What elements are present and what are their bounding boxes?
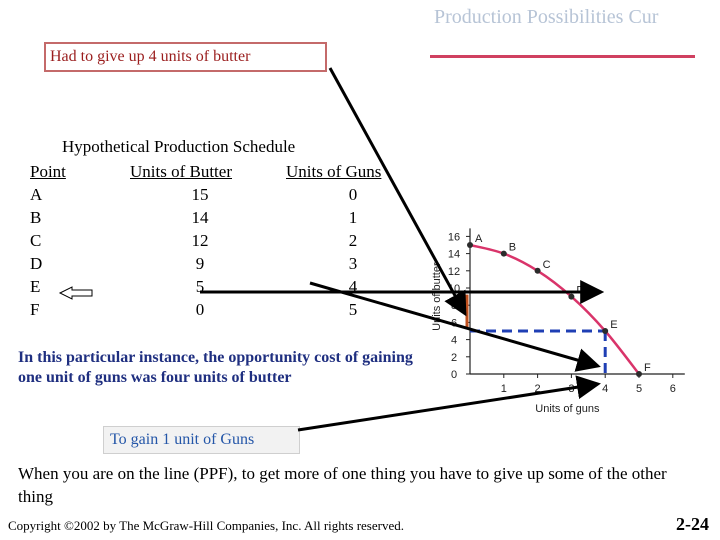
row-e-pointer-icon (58, 286, 93, 300)
callout-text: Had to give up 4 units of butter (50, 48, 251, 65)
copyright-prefix: Copyright (8, 518, 64, 533)
y-tick-label: 0 (451, 369, 457, 381)
copyright: Copyright ©2002 by The McGraw-Hill Compa… (8, 518, 404, 534)
table-row: F 0 5 (30, 298, 426, 321)
header-point: Point (30, 161, 66, 181)
gain-arrow (297, 375, 601, 432)
cell-point: D (30, 253, 43, 273)
cell-butter: 0 (195, 299, 205, 319)
ppf-curve (469, 243, 640, 375)
cell-butter: 15 (191, 184, 209, 204)
cell-point: E (30, 276, 41, 296)
x-axis-label: Units of guns (535, 403, 600, 415)
cell-point: C (30, 230, 42, 250)
data-point-f (636, 371, 642, 377)
slide-title: Production Possibilities Cur (434, 6, 659, 28)
table-row: A 15 0 (30, 183, 426, 206)
x-tick-label: 6 (670, 383, 676, 395)
cell-guns: 2 (348, 230, 358, 250)
point-label-e: E (610, 319, 617, 331)
table-row: D 9 3 (30, 252, 426, 275)
y-tick-label: 12 (448, 266, 460, 278)
cell-guns: 3 (348, 253, 358, 273)
title-rule (430, 55, 695, 58)
header-guns: Units of Guns (286, 161, 382, 181)
cell-butter: 12 (191, 230, 209, 250)
cell-point: B (30, 207, 42, 227)
table-to-e-arrow (309, 281, 601, 372)
data-point-e (602, 328, 609, 334)
data-point-a (467, 242, 473, 248)
callout-arrow (328, 67, 467, 317)
production-schedule-table: Point Units of Butter Units of Guns A 15 0… (30, 160, 426, 321)
cell-point: F (30, 299, 40, 319)
table-row: B 14 1 (30, 206, 426, 229)
cell-guns: 5 (348, 299, 358, 319)
gain-label-box (103, 426, 300, 454)
y-tick-label: 2 (451, 352, 457, 364)
table-row: C 12 2 (30, 229, 426, 252)
explanation-text: In this particular instance, the opportu… (18, 349, 413, 386)
x-tick-label: 4 (602, 383, 608, 395)
table-header-row: Point Units of Butter Units of Guns (30, 160, 426, 183)
x-tick-label: 2 (535, 383, 541, 395)
x-tick-label: 1 (501, 383, 507, 395)
y-tick-label: 4 (451, 335, 457, 347)
cell-guns: 0 (348, 184, 358, 204)
x-tick-label: 5 (636, 383, 642, 395)
header-butter: Units of Butter (130, 161, 232, 181)
y-tick-label: 16 (448, 231, 460, 243)
point-label-c: C (543, 259, 551, 271)
y-tick-label: 8 (451, 300, 457, 312)
table-caption: Hypothetical Production Schedule (62, 137, 296, 156)
copyright-text: 2002 by The McGraw-Hill Companies, Inc. … (73, 518, 404, 533)
copyright-symbol-icon: © (63, 518, 74, 533)
point-label-f: F (644, 362, 651, 374)
cell-guns: 1 (348, 207, 358, 227)
cell-point: A (30, 184, 43, 204)
callout-box (44, 42, 327, 72)
y-axis-label: Units of butter (431, 262, 443, 331)
ppf-summary-text: When you are on the line (PPF), to get m… (18, 464, 667, 506)
slide-number: 2-24 (676, 514, 709, 534)
point-label-b: B (509, 242, 516, 254)
cell-butter: 14 (191, 207, 209, 227)
data-point-c (534, 267, 541, 274)
cell-butter: 9 (195, 253, 205, 273)
point-label-a: A (475, 233, 483, 245)
data-point-b (500, 250, 507, 257)
table-row: E 5 4 (30, 275, 426, 298)
gain-label: To gain 1 unit of Guns (110, 431, 255, 448)
cell-guns: 4 (348, 276, 358, 296)
cell-butter: 5 (195, 276, 205, 296)
y-tick-label: 14 (448, 249, 460, 261)
data-point-d (568, 293, 575, 300)
